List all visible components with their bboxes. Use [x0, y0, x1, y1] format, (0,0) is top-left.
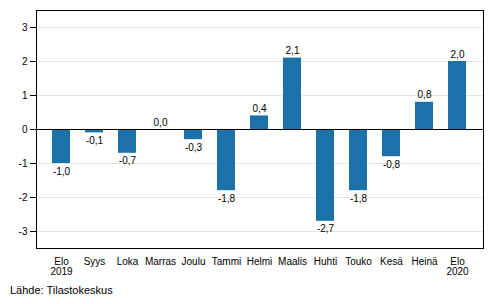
svg-text:-1,8: -1,8: [218, 193, 236, 204]
svg-text:Huhti: Huhti: [314, 256, 337, 267]
svg-text:-1,0: -1,0: [53, 166, 71, 177]
svg-text:Helmi: Helmi: [247, 256, 273, 267]
svg-text:-2: -2: [19, 192, 28, 203]
svg-text:1: 1: [22, 90, 28, 101]
svg-text:Kesä: Kesä: [380, 256, 403, 267]
svg-text:Syys: Syys: [84, 256, 106, 267]
svg-text:Joulu: Joulu: [182, 256, 206, 267]
svg-text:Heinä: Heinä: [411, 256, 438, 267]
svg-text:3: 3: [22, 22, 28, 33]
svg-text:-0,3: -0,3: [185, 142, 203, 153]
svg-text:-1: -1: [19, 158, 28, 169]
svg-text:-0,8: -0,8: [383, 159, 401, 170]
svg-text:-0,7: -0,7: [119, 155, 137, 166]
svg-text:Tammi: Tammi: [212, 256, 241, 267]
svg-text:Maalis: Maalis: [278, 256, 307, 267]
svg-text:2,1: 2,1: [286, 45, 300, 56]
svg-text:Elo2019: Elo2019: [50, 256, 73, 277]
svg-text:-3: -3: [19, 226, 28, 237]
svg-text:-1,8: -1,8: [350, 193, 368, 204]
svg-text:2: 2: [22, 56, 28, 67]
svg-text:-2,7: -2,7: [317, 223, 335, 234]
svg-text:Loka: Loka: [117, 256, 139, 267]
svg-text:2,0: 2,0: [451, 49, 465, 60]
svg-text:0,0: 0,0: [154, 117, 168, 128]
svg-text:Elo2020: Elo2020: [446, 256, 469, 277]
svg-text:Touko: Touko: [345, 256, 372, 267]
svg-text:Marras: Marras: [145, 256, 176, 267]
svg-text:0,8: 0,8: [418, 89, 432, 100]
svg-text:-0,1: -0,1: [86, 135, 104, 146]
svg-text:0: 0: [22, 124, 28, 135]
html-text:Lähde: Tilastokeskus: Lähde: Tilastokeskus: [10, 284, 113, 296]
svg-text:0,4: 0,4: [253, 103, 267, 114]
